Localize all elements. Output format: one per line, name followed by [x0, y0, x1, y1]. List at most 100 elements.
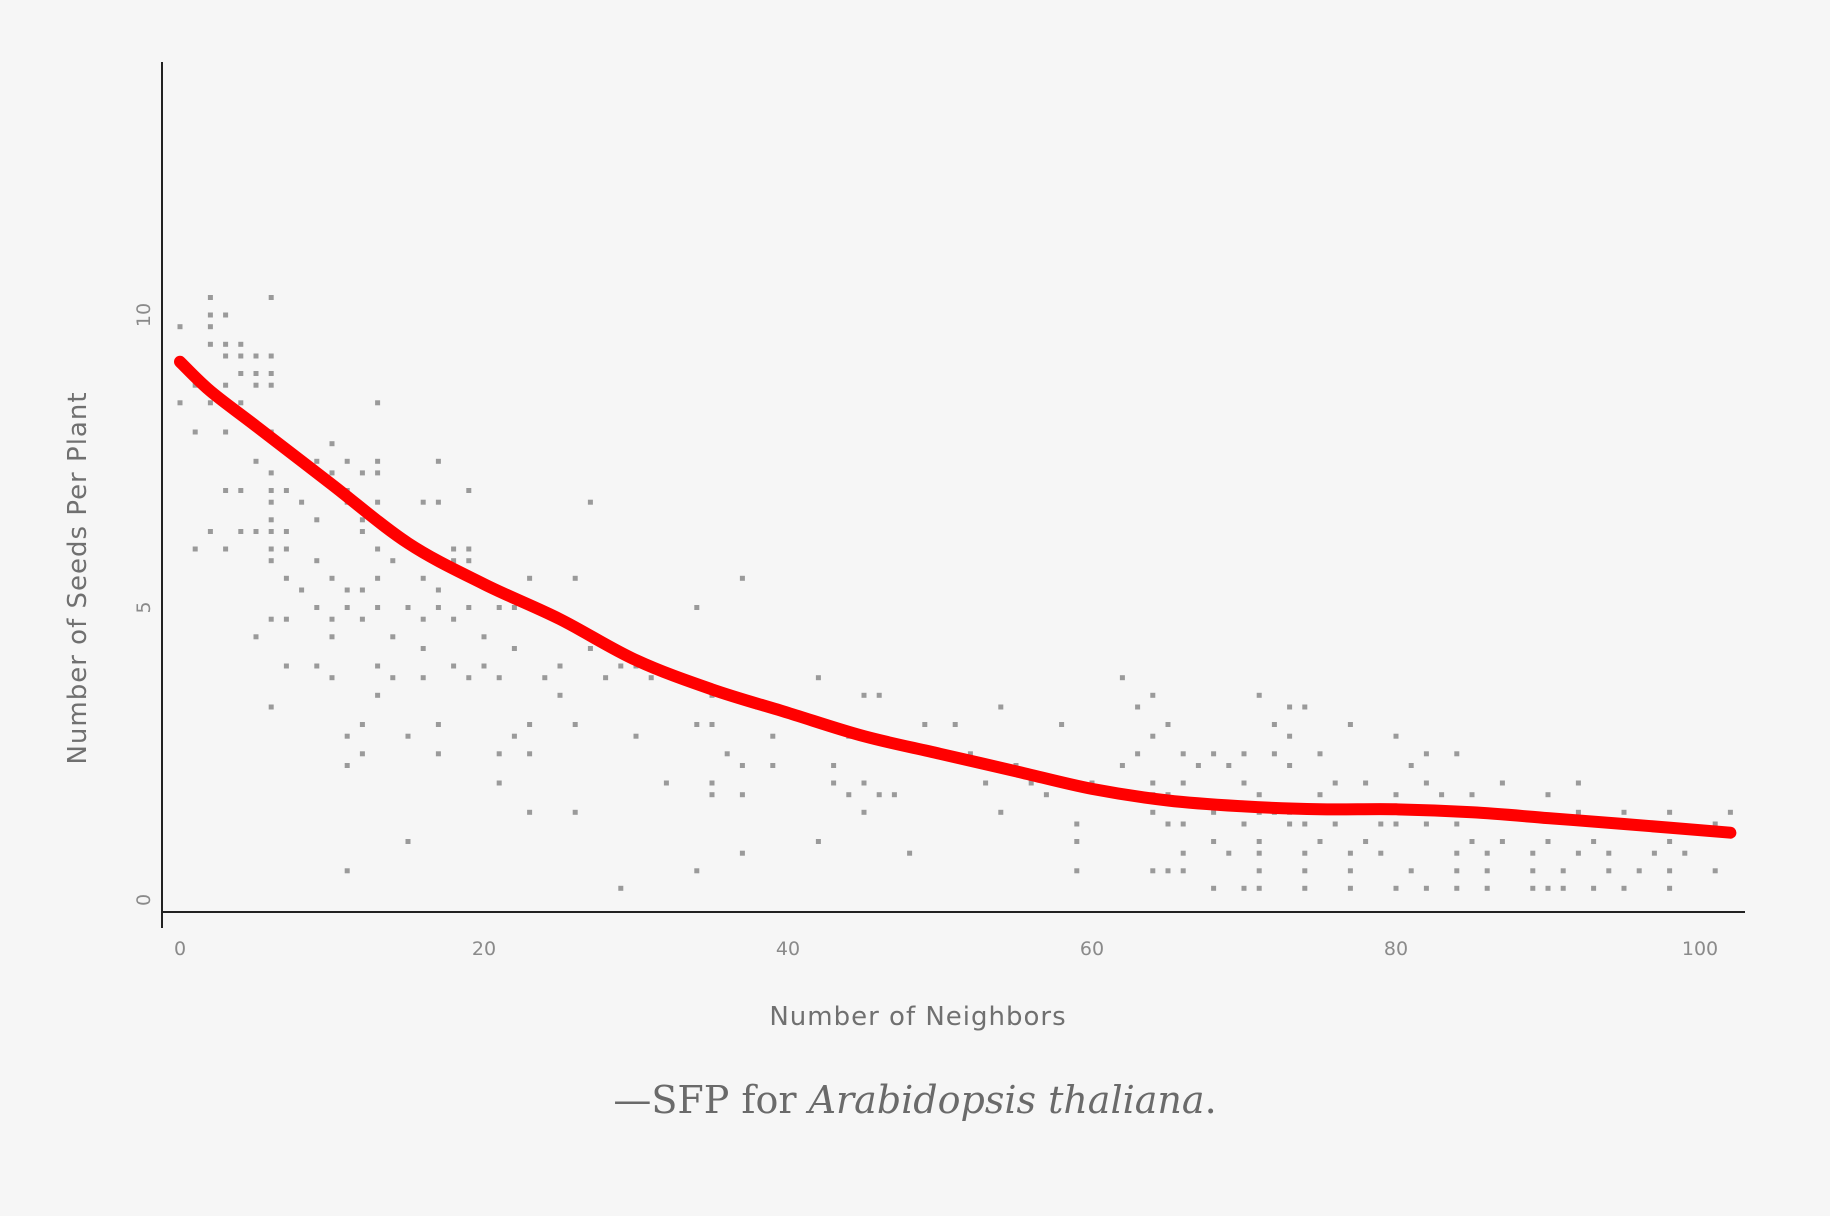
data-point: [1545, 885, 1551, 891]
data-point: [314, 663, 320, 669]
y-tick-label: 10: [133, 303, 155, 327]
data-point: [1378, 850, 1384, 856]
data-point: [238, 341, 244, 347]
data-point: [375, 605, 381, 610]
data-point: [1195, 763, 1201, 768]
data-point: [451, 616, 457, 622]
data-point: [527, 722, 533, 727]
data-point: [314, 517, 320, 523]
data-point: [283, 488, 289, 493]
data-point: [466, 605, 472, 610]
data-point: [1545, 839, 1551, 844]
data-point: [359, 722, 365, 727]
data-point: [223, 488, 229, 493]
data-point: [283, 663, 289, 669]
data-point: [1454, 850, 1460, 856]
data-point: [435, 751, 441, 757]
data-point: [375, 546, 381, 552]
data-point: [375, 499, 381, 505]
data-point: [1241, 751, 1247, 757]
data-point: [1165, 821, 1171, 827]
data-point: [1651, 850, 1657, 856]
data-point: [329, 634, 335, 640]
data-point: [1302, 885, 1308, 891]
data-point: [1150, 868, 1156, 874]
data-point: [1119, 763, 1125, 768]
data-point: [420, 675, 426, 681]
data-point: [603, 675, 609, 681]
data-point: [1180, 780, 1186, 786]
caption-species: Arabidopsis thaliana: [808, 1078, 1205, 1122]
data-point: [1165, 868, 1171, 874]
data-point: [1347, 850, 1353, 856]
data-point: [572, 722, 578, 727]
data-point: [207, 400, 213, 406]
data-point: [1211, 839, 1217, 844]
data-point: [435, 605, 441, 610]
data-point: [359, 751, 365, 757]
data-point: [1393, 885, 1399, 891]
data-point: [1606, 850, 1612, 856]
y-tick-labels: 0 5 10: [133, 303, 155, 906]
data-point: [1454, 885, 1460, 891]
data-point: [861, 809, 867, 815]
data-point: [998, 704, 1004, 710]
data-point: [1287, 704, 1293, 710]
data-point: [1591, 885, 1597, 891]
data-point: [1287, 821, 1293, 827]
data-point: [1241, 780, 1247, 786]
data-point: [359, 616, 365, 622]
data-point: [1363, 839, 1369, 844]
data-point: [268, 353, 274, 359]
x-axis-title: Number of Neighbors: [769, 1002, 1066, 1032]
data-point: [587, 646, 593, 651]
data-point: [633, 733, 639, 739]
data-point: [1606, 868, 1612, 874]
data-point: [572, 575, 578, 581]
data-point: [299, 499, 305, 505]
data-point: [177, 324, 183, 330]
data-point: [1591, 839, 1597, 844]
data-point: [1530, 885, 1536, 891]
data-point: [1530, 868, 1536, 874]
data-point: [1454, 821, 1460, 827]
data-point: [922, 722, 928, 727]
data-point: [1180, 821, 1186, 827]
data-point: [983, 780, 989, 786]
data-point: [1211, 885, 1217, 891]
data-point: [1469, 839, 1475, 844]
data-point: [1256, 692, 1262, 698]
data-point: [375, 692, 381, 698]
data-point: [359, 587, 365, 593]
data-point: [557, 663, 563, 669]
data-point: [694, 605, 700, 610]
data-point: [527, 751, 533, 757]
data-point: [405, 839, 411, 844]
data-point: [815, 839, 821, 844]
data-point: [1074, 821, 1080, 827]
data-point: [496, 751, 502, 757]
data-point: [1636, 868, 1642, 874]
data-point: [1287, 733, 1293, 739]
data-point: [268, 529, 274, 534]
data-point: [1059, 722, 1065, 727]
data-point: [891, 792, 897, 798]
data-point: [998, 809, 1004, 815]
data-point: [1150, 809, 1156, 815]
data-point: [344, 763, 350, 768]
data-point: [314, 558, 320, 564]
data-point: [1317, 839, 1323, 844]
data-point: [1150, 733, 1156, 739]
data-point: [1226, 763, 1232, 768]
data-point: [1347, 885, 1353, 891]
data-point: [1317, 792, 1323, 798]
data-point: [1454, 751, 1460, 757]
data-point: [207, 341, 213, 347]
data-point: [238, 353, 244, 359]
data-point: [420, 646, 426, 651]
data-point: [1575, 780, 1581, 786]
data-point: [1439, 792, 1445, 798]
data-point: [268, 499, 274, 505]
data-point: [268, 371, 274, 376]
